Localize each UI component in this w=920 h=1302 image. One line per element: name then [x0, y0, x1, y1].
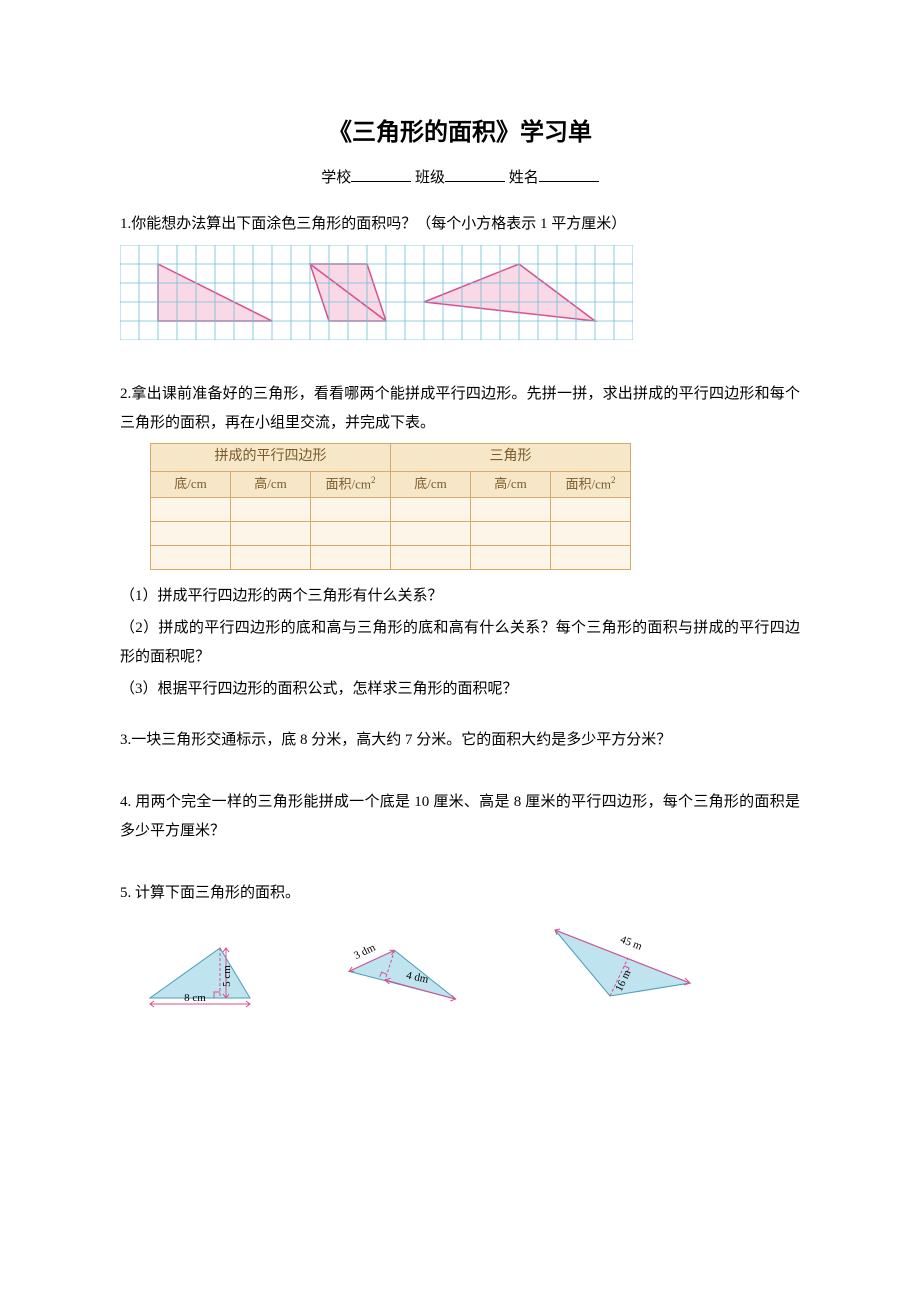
q5-tri-1: 8 cm 5 cm [140, 928, 270, 1008]
q5-t1-base: 8 cm [184, 992, 206, 1004]
q5-t3-base: 45 m [619, 933, 645, 952]
q2-col-4: 高/cm [471, 471, 551, 497]
q3-text: 3.一块三角形交通标示，底 8 分米，高大约 7 分米。它的面积大约是多少平方分… [120, 726, 800, 755]
q2-cell[interactable] [391, 545, 471, 569]
student-info-line: 学校 班级 姓名 [120, 164, 800, 193]
q2-sub-2: （2）拼成的平行四边形的底和高与三角形的底和高有什么关系？每个三角形的面积与拼成… [120, 614, 800, 671]
class-label: 班级 [415, 170, 445, 186]
q2-cell[interactable] [231, 545, 311, 569]
q5-tri-2: 4 dm 3 dm [330, 928, 480, 1008]
q2-cell[interactable] [471, 521, 551, 545]
q2-col-5: 面积/cm2 [551, 471, 631, 497]
q2-col-0: 底/cm [151, 471, 231, 497]
q2-col-1: 高/cm [231, 471, 311, 497]
q2-cell[interactable] [231, 521, 311, 545]
name-label: 姓名 [509, 170, 539, 186]
school-blank[interactable] [351, 167, 411, 182]
q2-cell[interactable] [151, 497, 231, 521]
q2-table: 拼成的平行四边形 三角形 底/cm高/cm面积/cm2底/cm高/cm面积/cm… [150, 443, 631, 570]
school-label: 学校 [321, 170, 351, 186]
q2-cell[interactable] [231, 497, 311, 521]
q2-cell[interactable] [311, 521, 391, 545]
class-blank[interactable] [445, 167, 505, 182]
grid-svg [120, 245, 633, 340]
q2-cell[interactable] [391, 497, 471, 521]
q2-sub-3: （3）根据平行四边形的面积公式，怎样求三角形的面积呢？ [120, 675, 800, 704]
page-title: 《三角形的面积》学习单 [120, 110, 800, 156]
q5-t2-height: 3 dm [352, 941, 378, 962]
q2-cell[interactable] [471, 545, 551, 569]
q2-cell[interactable] [311, 545, 391, 569]
q2-cell[interactable] [471, 497, 551, 521]
q2-col-2: 面积/cm2 [311, 471, 391, 497]
name-blank[interactable] [539, 167, 599, 182]
q2-cell[interactable] [151, 545, 231, 569]
q2-sub-1: （1）拼成平行四边形的两个三角形有什么关系？ [120, 582, 800, 611]
q2-table-group1: 拼成的平行四边形 [151, 444, 391, 472]
q2-table-group2: 三角形 [391, 444, 631, 472]
q4-text: 4. 用两个完全一样的三角形能拼成一个底是 10 厘米、高是 8 厘米的平行四边… [120, 788, 800, 845]
q5-figures: 8 cm 5 cm 4 dm 3 dm [140, 918, 800, 1008]
q2-cell[interactable] [391, 521, 471, 545]
q2-cell[interactable] [151, 521, 231, 545]
q5-text: 5. 计算下面三角形的面积。 [120, 879, 800, 908]
q2-text: 2.拿出课前准备好的三角形，看看哪两个能拼成平行四边形。先拼一拼，求出拼成的平行… [120, 380, 800, 437]
q2-cell[interactable] [551, 545, 631, 569]
q5-t1-height: 5 cm [221, 964, 233, 986]
q2-col-3: 底/cm [391, 471, 471, 497]
q2-cell[interactable] [551, 521, 631, 545]
q1-text: 1.你能想办法算出下面涂色三角形的面积吗？（每个小方格表示 1 平方厘米） [120, 210, 800, 239]
q2-cell[interactable] [311, 497, 391, 521]
q5-tri-3: 16 m 45 m [540, 918, 710, 1008]
q1-grid-figure [120, 245, 800, 351]
q2-cell[interactable] [551, 497, 631, 521]
